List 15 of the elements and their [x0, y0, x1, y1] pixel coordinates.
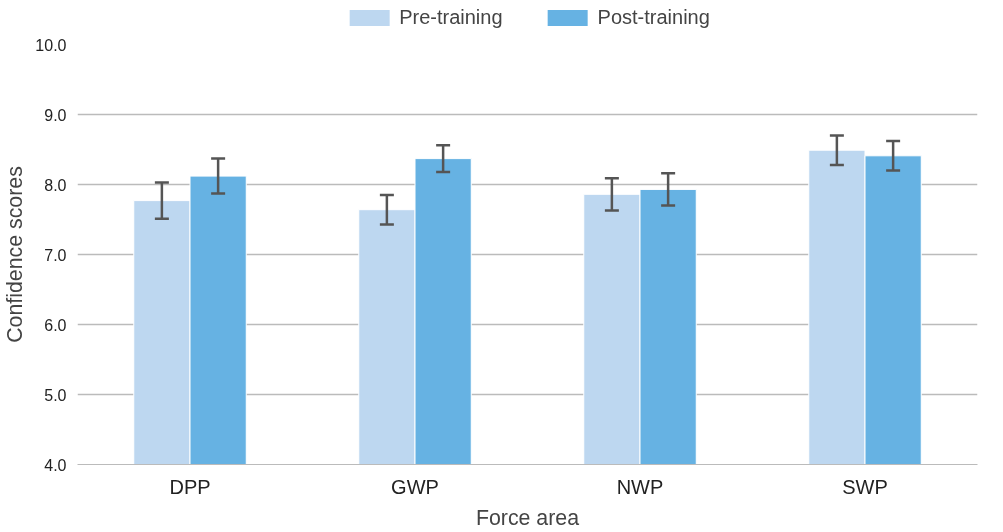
legend-label: Post-training — [597, 5, 710, 29]
y-tick-label: 5.0 — [44, 386, 67, 404]
legend-label: Pre-training — [399, 5, 503, 29]
x-tick-label: NWP — [616, 475, 664, 498]
x-tick-label: SWP — [842, 475, 888, 498]
y-tick-label: 6.0 — [44, 316, 67, 334]
y-axis-title: Confidence scores — [3, 166, 28, 343]
y-tick-label: 4.0 — [44, 456, 67, 474]
y-tick-label: 10.0 — [35, 36, 67, 54]
x-tick-label: GWP — [391, 475, 439, 498]
y-tick-label: 8.0 — [44, 176, 67, 194]
x-axis-title: Force area — [475, 505, 580, 530]
y-tick-label: 7.0 — [44, 246, 67, 264]
x-tick-label: DPP — [169, 475, 211, 498]
y-tick-label: 9.0 — [44, 106, 67, 124]
